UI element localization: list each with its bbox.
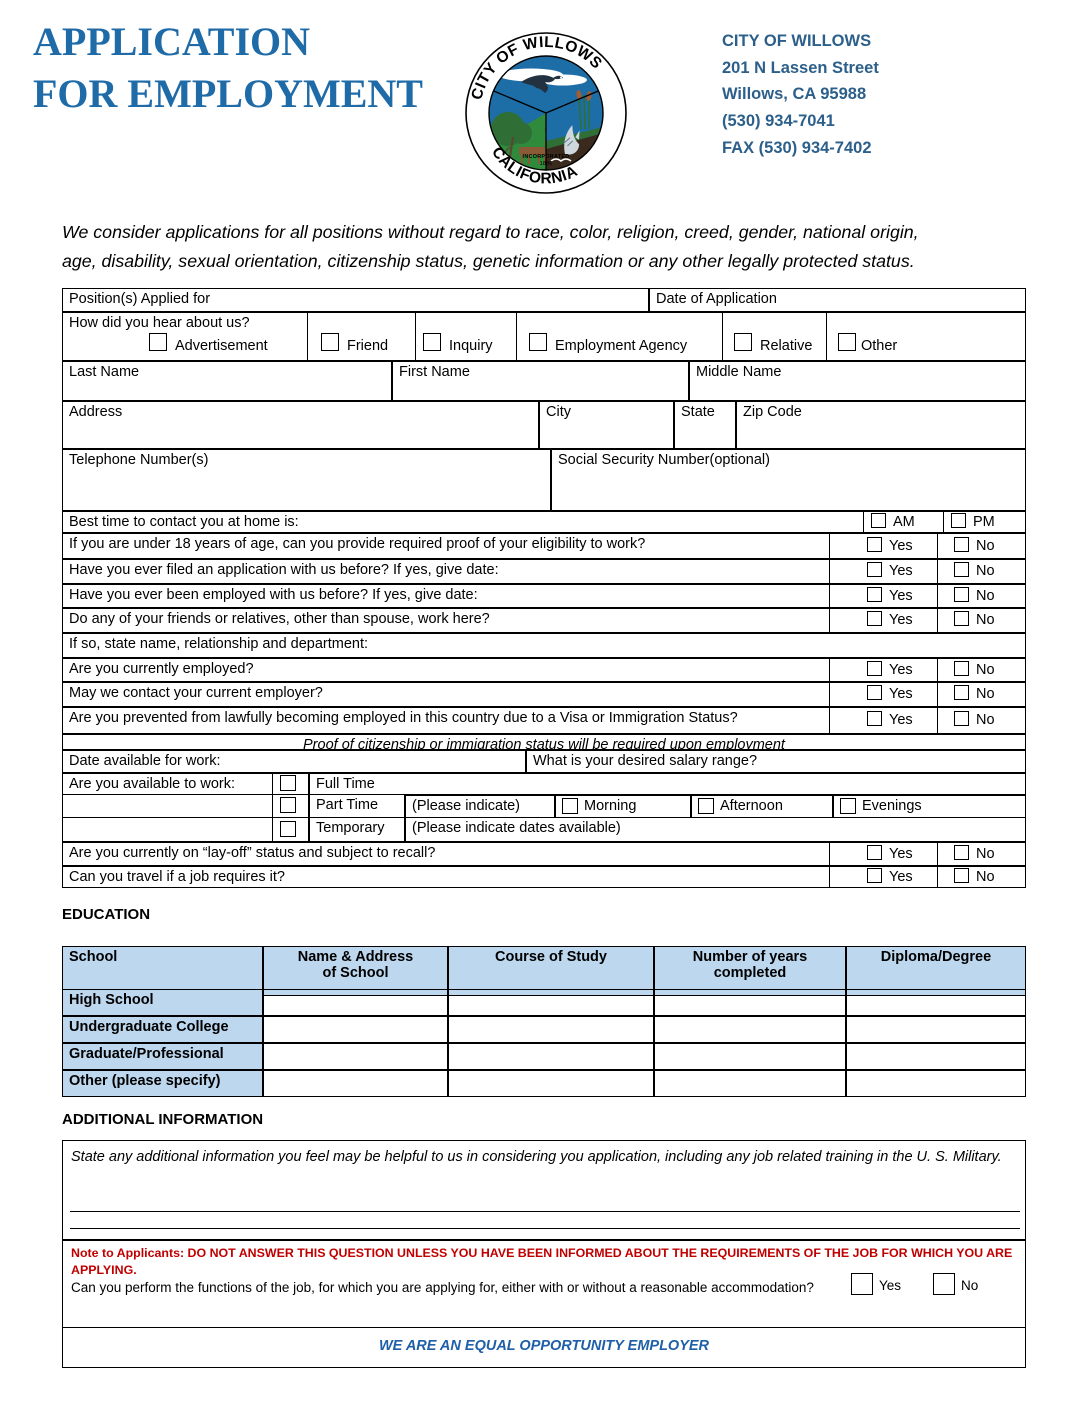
svg-text:1886: 1886 — [540, 161, 553, 167]
svg-text:INCORPORATED: INCORPORATED — [523, 154, 570, 160]
